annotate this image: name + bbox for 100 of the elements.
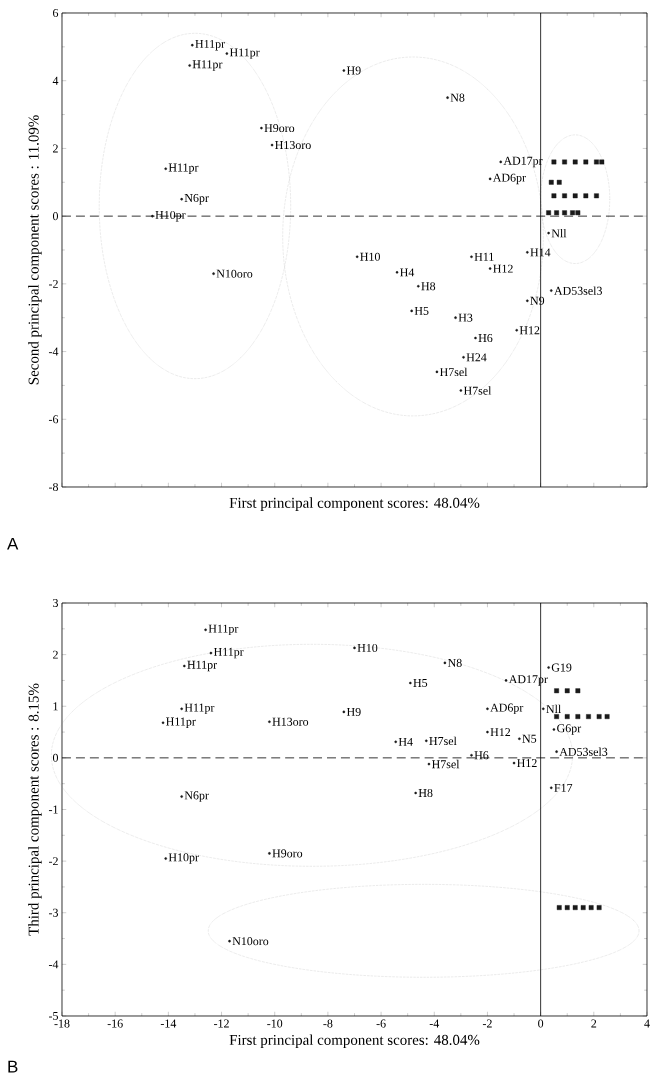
point <box>443 661 447 665</box>
annotation: N8 <box>447 658 462 667</box>
point <box>515 328 518 332</box>
x-tick-label: -12 <box>213 1019 229 1028</box>
y-tick-label: 2 <box>52 144 58 153</box>
text: B <box>8 1060 18 1073</box>
annotation: H9 <box>346 66 361 75</box>
annotation: H11pr <box>229 48 260 59</box>
x-axis-title: First principal component scores: 48.04% <box>229 497 480 511</box>
point <box>551 159 557 165</box>
point <box>164 857 167 860</box>
point <box>562 193 567 199</box>
x-tick-label: -8 <box>323 1019 333 1028</box>
y-tick-label: -1 <box>48 805 58 814</box>
x-tick-label: -10 <box>267 1019 283 1028</box>
annotation: H7sel <box>463 386 492 395</box>
annotation: H11pr <box>213 647 244 659</box>
annotation: H8 <box>418 788 433 797</box>
point <box>180 197 183 201</box>
point <box>555 750 558 753</box>
point <box>580 905 586 910</box>
annotation: AD53sel3 <box>553 286 602 295</box>
annotation: H11pr <box>165 717 196 728</box>
annotation: H11pr <box>192 60 223 71</box>
point <box>570 210 575 216</box>
point <box>180 795 183 798</box>
y-tick-label: 0 <box>52 753 58 762</box>
point <box>459 389 463 392</box>
annotation: H10 <box>360 252 380 261</box>
point <box>551 193 557 199</box>
point <box>572 159 578 165</box>
annotation: H11pr <box>168 163 199 174</box>
annotation: H12 <box>493 264 513 273</box>
point <box>512 761 516 765</box>
y-tick-label: -4 <box>48 960 59 969</box>
point <box>596 714 602 719</box>
point <box>572 905 578 910</box>
text: A <box>6 537 19 550</box>
point <box>547 231 550 235</box>
point <box>572 193 578 199</box>
point <box>504 679 508 682</box>
point <box>394 740 397 744</box>
point <box>164 167 167 171</box>
point <box>575 714 581 719</box>
x-axis-title: First principal component scores: 48.04% <box>229 1034 480 1048</box>
point <box>562 210 567 216</box>
point <box>342 710 346 714</box>
point <box>470 255 473 259</box>
point <box>342 69 346 72</box>
x-tick-label: -14 <box>160 1019 177 1028</box>
point <box>541 707 545 711</box>
annotation: AD53sel3 <box>559 747 608 756</box>
annotation: N10oro <box>216 269 253 278</box>
annotation: H5 <box>414 306 429 315</box>
point <box>408 681 412 685</box>
annotation: H7sel <box>429 736 457 746</box>
y-tick-label: -4 <box>48 347 59 356</box>
point <box>552 728 556 731</box>
point <box>564 688 570 694</box>
annotation: H3 <box>458 313 473 322</box>
point <box>161 721 165 725</box>
point <box>549 786 553 790</box>
annotation: N10oro <box>232 937 269 946</box>
annotation: H11 <box>474 252 494 261</box>
x-tick-label: -2 <box>482 1019 492 1028</box>
y-tick-label: -2 <box>48 279 58 288</box>
point <box>180 707 183 711</box>
point <box>499 160 502 164</box>
y-tick-label: 2 <box>52 650 58 659</box>
annotation: H12 <box>519 326 540 335</box>
point <box>583 193 589 199</box>
x-tick-label: 2 <box>591 1019 596 1028</box>
point <box>554 688 559 694</box>
point <box>267 852 271 855</box>
y-tick-label: 4 <box>52 76 59 85</box>
annotation: H6 <box>478 334 493 343</box>
y-tick-label: 3 <box>52 598 58 608</box>
annotation: H4 <box>398 737 413 746</box>
point <box>414 791 417 795</box>
point <box>564 714 570 719</box>
point <box>562 159 567 165</box>
point <box>270 143 274 147</box>
annotation: H11pr <box>208 624 239 636</box>
point <box>599 159 605 165</box>
point <box>150 214 154 218</box>
point <box>353 646 356 650</box>
annotation: G19 <box>551 663 572 672</box>
point <box>517 737 521 741</box>
x-tick-label: 0 <box>537 1019 544 1028</box>
annotation: H10pr <box>168 853 199 864</box>
annotation: H8 <box>421 282 436 291</box>
point <box>596 905 602 910</box>
annotation: H12 <box>490 728 510 737</box>
point <box>604 714 610 719</box>
annotation: N5 <box>522 734 537 743</box>
annotation: G6pr <box>556 724 581 735</box>
point <box>593 193 599 199</box>
point <box>564 905 570 910</box>
y-tick-label: 1 <box>53 702 58 711</box>
point <box>585 714 591 719</box>
